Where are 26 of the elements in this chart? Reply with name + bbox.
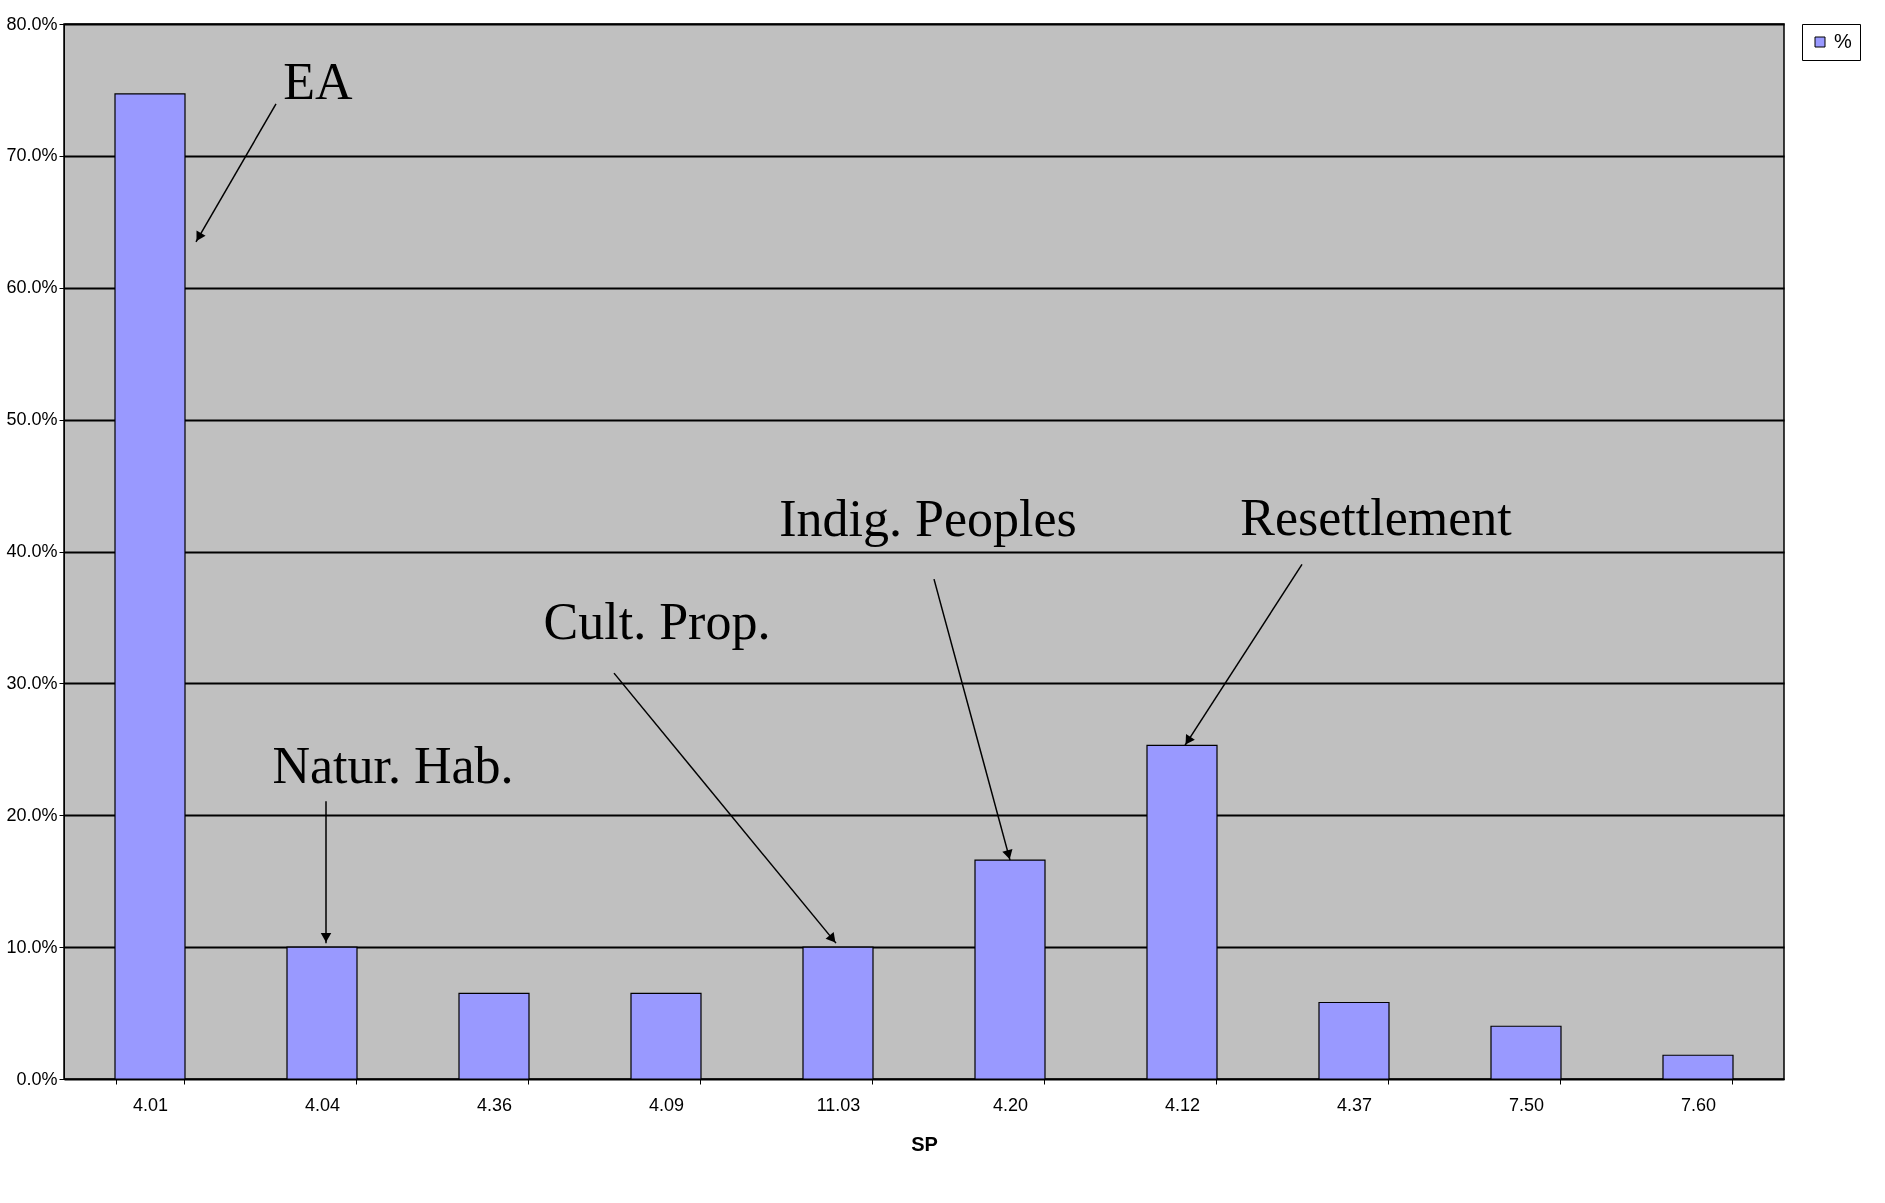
y-tick-label: 70.0%	[6, 145, 58, 166]
annotation: Indig. Peoples	[779, 490, 1077, 548]
annotation: Resettlement	[1240, 489, 1513, 547]
y-tick-label: 40.0%	[6, 541, 58, 561]
y-tick-label: 80.0%	[6, 13, 58, 34]
y-tick-label: 50.0%	[6, 409, 58, 430]
x-tick-label: 7.50	[1508, 1094, 1545, 1115]
x-tick-label: 4.36	[476, 1094, 513, 1115]
annotation: Natur. Hab.	[272, 737, 514, 795]
x-tick-label: 11.03	[816, 1094, 861, 1115]
x-tick-label: 7.60	[1680, 1094, 1717, 1115]
y-tick-label: 60.0%	[6, 277, 58, 298]
x-tick-label: 4.04	[304, 1094, 341, 1115]
y-tick-label: 0.0%	[16, 1068, 58, 1089]
x-tick-label: 4.37	[1336, 1094, 1373, 1115]
annotation: Cult. Prop.	[543, 593, 771, 651]
legend-label: %	[1834, 30, 1852, 52]
y-tick-label: 10.0%	[6, 936, 58, 957]
x-tick-label: 4.20	[992, 1094, 1029, 1115]
annotation: EA	[283, 52, 354, 110]
x-tick-label: 4.12	[1164, 1094, 1201, 1115]
x-axis-title: SP	[911, 1132, 938, 1155]
x-tick-label: 4.09	[648, 1094, 685, 1115]
x-tick-label: 4.01	[132, 1094, 169, 1115]
y-tick-label: 20.0%	[6, 804, 58, 825]
y-tick-label: 30.0%	[6, 672, 58, 693]
